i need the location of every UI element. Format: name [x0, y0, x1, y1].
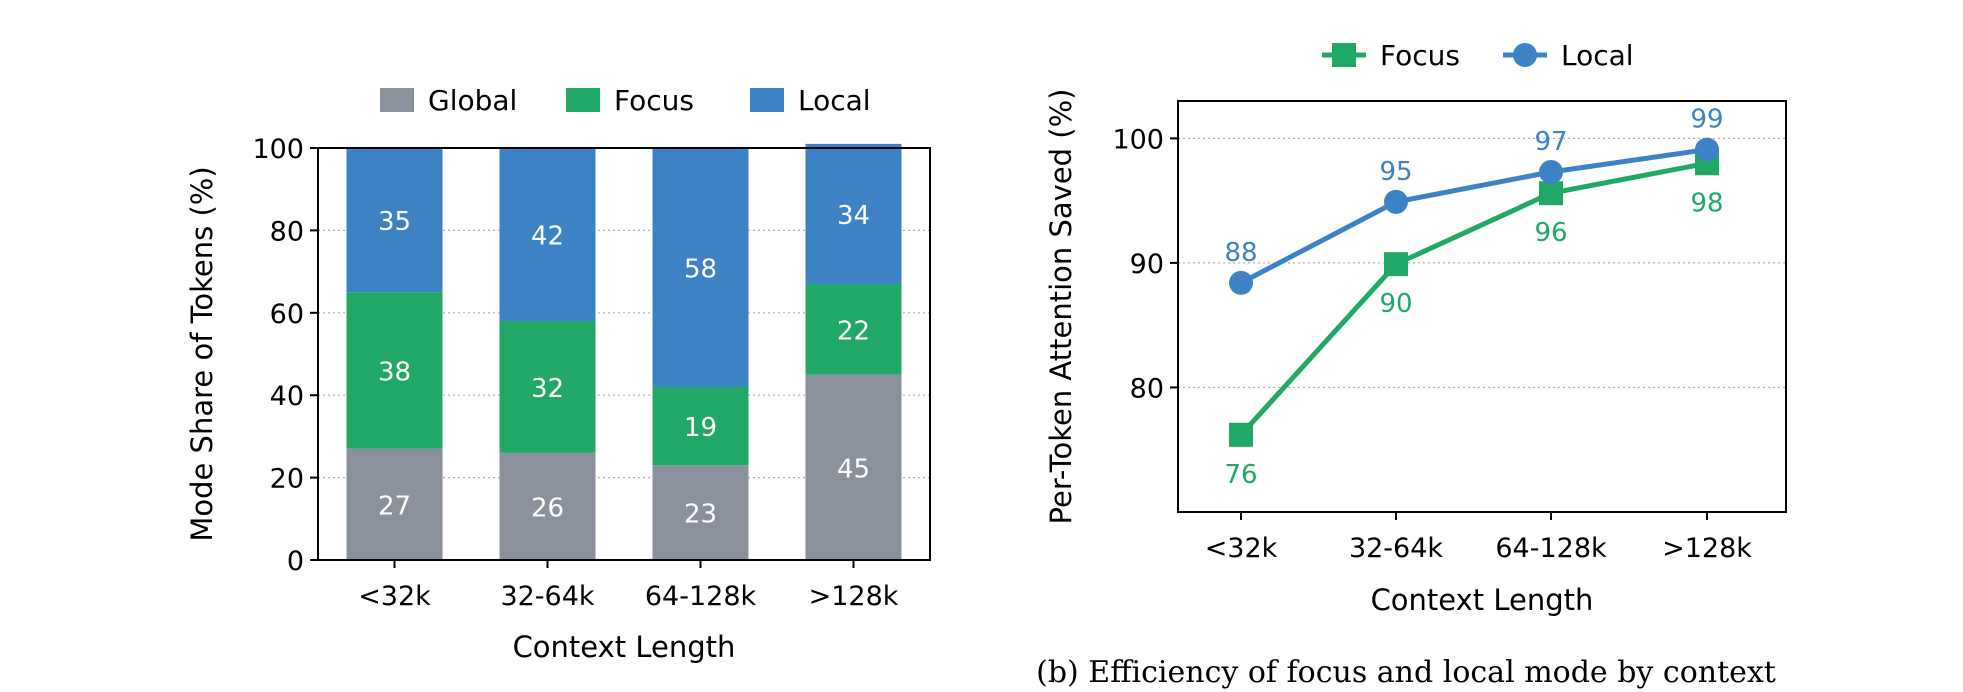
- y-tick-label: 60: [270, 299, 304, 330]
- left-y-ticks: 0 20 40 60 80 100: [252, 134, 318, 577]
- bar-value-label: 35: [378, 207, 411, 237]
- right-legend: Focus Local: [1322, 39, 1634, 72]
- bar-focus: [805, 283, 902, 375]
- bar-global: [805, 374, 902, 560]
- x-tick-label: <32k: [358, 581, 431, 612]
- data-label-local: 97: [1534, 127, 1567, 157]
- data-label-local: 88: [1224, 238, 1257, 268]
- bar-global: [346, 448, 443, 560]
- legend-marker-local: [1513, 43, 1537, 67]
- bar-local: [346, 148, 443, 293]
- bar-value-label: 34: [837, 201, 870, 231]
- data-label-focus: 98: [1690, 188, 1723, 218]
- y-tick-label: 80: [1130, 373, 1164, 404]
- left-x-axis-label: Context Length: [513, 630, 736, 664]
- x-tick-label: 64-128k: [1495, 533, 1607, 564]
- x-tick-label: 64-128k: [645, 581, 757, 612]
- figure-caption: (b) Efficiency of focus and local mode b…: [1036, 655, 1776, 690]
- x-tick-label: >128k: [1662, 533, 1752, 564]
- right-y-axis-label: Per-Token Attention Saved (%): [1044, 89, 1078, 525]
- bar-value-label: 26: [531, 493, 564, 523]
- bar-value-label: 19: [684, 413, 717, 443]
- point-local: [1229, 270, 1253, 295]
- point-focus: [1229, 422, 1253, 447]
- data-label-local: 99: [1690, 105, 1723, 135]
- right-series-lines: [1239, 147, 1708, 437]
- left-legend: Global Focus Local: [380, 84, 871, 117]
- point-local: [1695, 137, 1719, 162]
- series-line-focus: [1239, 160, 1708, 437]
- line-chart: 76 90 96 98 88 95 97 99 80 90 100 <32k 32-64k 64-12…: [1044, 39, 1787, 617]
- x-tick-label: >128k: [809, 581, 899, 612]
- legend-label-focus: Focus: [614, 84, 694, 117]
- bar-value-label: 32: [531, 374, 564, 404]
- right-data-labels: 76 90 96 98 88 95 97 99: [1224, 105, 1723, 490]
- y-tick-label: 90: [1130, 249, 1164, 280]
- bar-value-label: 45: [837, 454, 870, 484]
- legend-label-focus: Focus: [1380, 39, 1460, 72]
- stacked-bar-chart: 27 38 35 26 32 42 23 19 58 45 22 34 0 20 40 60 80 100 <3…: [185, 84, 931, 664]
- left-bars: [346, 143, 902, 560]
- left-y-axis-label: Mode Share of Tokens (%): [185, 166, 219, 541]
- data-label-focus: 90: [1379, 289, 1412, 319]
- legend-label-local: Local: [1561, 39, 1634, 72]
- y-tick-label: 100: [252, 134, 304, 165]
- legend-label-global: Global: [428, 84, 517, 117]
- bar-value-label: 22: [837, 316, 870, 346]
- bar-global: [499, 452, 596, 560]
- bar-local: [805, 143, 902, 284]
- bar-value-label: 27: [378, 491, 411, 521]
- legend-swatch-global: [380, 88, 414, 112]
- legend-marker-focus: [1332, 43, 1356, 67]
- y-tick-label: 20: [270, 464, 304, 495]
- right-x-axis-label: Context Length: [1371, 583, 1594, 617]
- right-y-ticks: 80 90 100: [1112, 124, 1178, 404]
- bar-local: [652, 148, 749, 387]
- x-tick-label: 32-64k: [1349, 533, 1443, 564]
- bar-focus: [652, 386, 749, 466]
- y-tick-label: 100: [1112, 124, 1164, 155]
- data-label-local: 95: [1379, 157, 1412, 187]
- legend-label-local: Local: [798, 84, 871, 117]
- bar-value-label: 23: [684, 500, 717, 530]
- series-line-local: [1239, 147, 1708, 286]
- legend-swatch-local: [750, 88, 784, 112]
- data-label-focus: 96: [1534, 218, 1567, 248]
- y-tick-label: 40: [270, 381, 304, 412]
- left-plot-frame: [317, 147, 931, 561]
- y-tick-label: 80: [270, 216, 304, 247]
- bar-focus: [346, 292, 443, 449]
- right-x-ticks: <32k 32-64k 64-128k >128k: [1205, 512, 1752, 564]
- point-local: [1384, 189, 1408, 214]
- x-tick-label: 32-64k: [500, 581, 594, 612]
- bar-value-label: 58: [684, 254, 717, 284]
- point-local: [1539, 159, 1563, 184]
- x-tick-label: <32k: [1205, 533, 1278, 564]
- y-tick-label: 0: [287, 546, 304, 577]
- right-series-points: [1229, 137, 1719, 447]
- left-bar-labels: 27 38 35 26 32 42 23 19 58 45 22 34: [378, 201, 870, 530]
- left-x-ticks: <32k 32-64k 64-128k >128k: [358, 560, 899, 612]
- bar-value-label: 42: [531, 222, 564, 252]
- legend-swatch-focus: [566, 88, 600, 112]
- bar-value-label: 38: [378, 357, 411, 387]
- data-label-focus: 76: [1224, 460, 1257, 490]
- point-focus: [1384, 252, 1408, 277]
- bar-local: [499, 148, 596, 322]
- point-focus: [1539, 181, 1563, 206]
- bar-global: [652, 465, 749, 560]
- right-gridlines: [1178, 137, 1786, 389]
- bar-focus: [499, 321, 596, 453]
- right-plot-frame: [1177, 100, 1787, 513]
